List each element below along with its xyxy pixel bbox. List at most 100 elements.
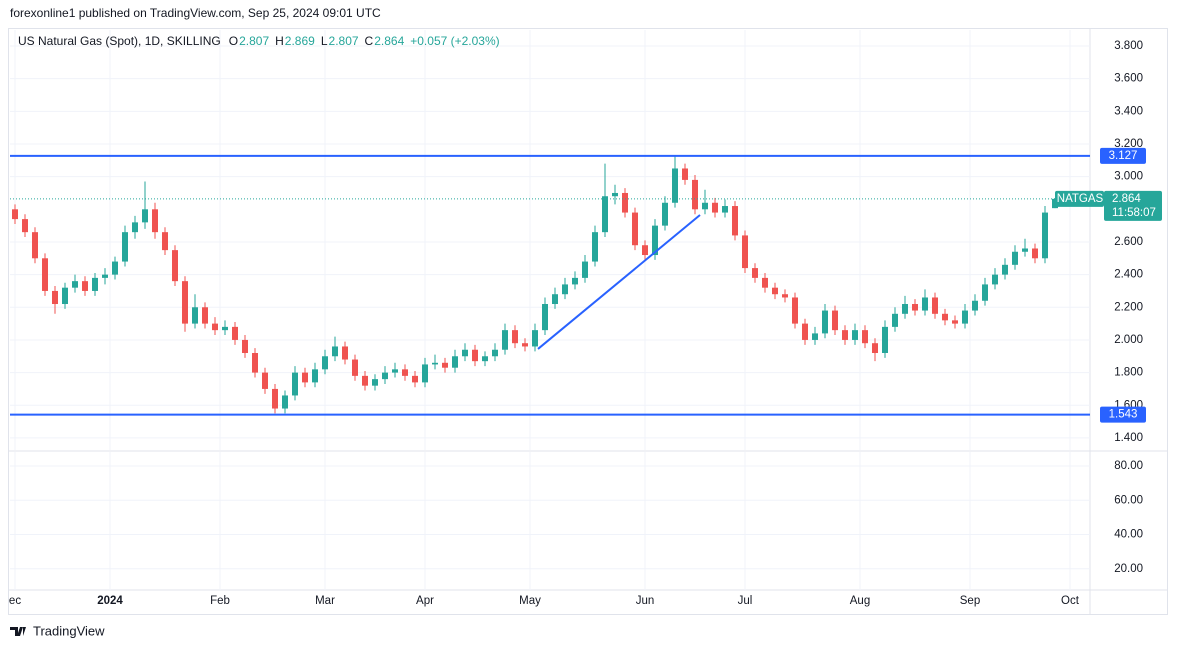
candle-body	[972, 300, 978, 311]
candle-body	[92, 277, 98, 291]
level-label: 3.127	[1109, 150, 1138, 162]
candle-body	[452, 356, 458, 368]
candle-body	[522, 343, 528, 347]
candle-body	[822, 310, 828, 334]
candle-body	[512, 330, 518, 344]
x-tick-label: Aug	[850, 595, 870, 607]
candle-body	[642, 245, 648, 256]
candle-body	[392, 369, 398, 373]
chart-frame	[8, 28, 1168, 615]
candle-body	[62, 287, 68, 305]
grid	[10, 30, 1090, 590]
legend-value: 2.807	[329, 34, 359, 48]
x-tick-label: 2024	[97, 595, 123, 607]
candle-body	[292, 372, 298, 396]
candle-body	[662, 202, 668, 226]
candle-body	[232, 326, 238, 340]
candle-body	[52, 290, 58, 305]
legend-value: 2.864	[374, 34, 404, 48]
candle-body	[852, 330, 858, 340]
candle-body	[472, 349, 478, 362]
candle-body	[162, 232, 168, 251]
candle-body	[602, 196, 608, 233]
candle-body	[352, 359, 358, 376]
candle-body	[172, 250, 178, 282]
last-price-tag	[1104, 190, 1162, 221]
candle-body	[1012, 251, 1018, 265]
candle-body	[692, 179, 698, 210]
candle-body	[592, 232, 598, 262]
candle-body	[432, 362, 438, 365]
candle-body	[1032, 248, 1038, 259]
candle-body	[922, 297, 928, 311]
candle-body	[542, 304, 548, 331]
candle-body	[552, 294, 558, 305]
logo-icon	[10, 627, 26, 636]
x-tick-label: Feb	[210, 595, 230, 607]
y-tick-label: 2.400	[1114, 269, 1143, 281]
candle-body	[962, 310, 968, 324]
candle-body	[982, 284, 988, 301]
candle-body	[402, 369, 408, 376]
candle-body	[302, 372, 308, 383]
candle-body	[422, 364, 428, 383]
y-tick-label: 3.000	[1114, 171, 1143, 183]
footer-logo: TradingView	[10, 623, 105, 638]
candle-body	[902, 304, 908, 314]
candle-body	[952, 320, 958, 324]
candle-body	[142, 209, 148, 223]
symbol-tag	[1055, 190, 1104, 207]
candle-body	[312, 369, 318, 383]
level-label: 1.543	[1109, 409, 1138, 421]
candle-body	[702, 202, 708, 210]
x-tick-label: Mar	[315, 595, 335, 607]
candle-body	[212, 323, 218, 331]
candle-body	[372, 379, 378, 386]
candle-body	[182, 281, 188, 324]
countdown-label: 11:58:07	[1112, 207, 1156, 219]
footer-brand: TradingView	[33, 623, 105, 638]
candle-body	[382, 372, 388, 380]
y2-tick-label: 80.00	[1114, 460, 1143, 472]
candle-body	[612, 192, 618, 197]
y-tick-label: 2.600	[1114, 236, 1143, 248]
candle-body	[342, 346, 348, 360]
candle-body	[332, 346, 338, 357]
candle-body	[632, 212, 638, 246]
candle-body	[42, 258, 48, 291]
candle-body	[992, 274, 998, 285]
candle-body	[572, 277, 578, 285]
candle-body	[722, 206, 728, 213]
candle-body	[502, 330, 508, 350]
candle-body	[782, 294, 788, 298]
x-tick-label: May	[519, 595, 541, 607]
last-price-label: 2.864	[1112, 193, 1141, 205]
candle-body	[412, 375, 418, 383]
y2-tick-label: 40.00	[1114, 529, 1143, 541]
candle-body	[252, 353, 258, 373]
x-tick-label: Jun	[636, 595, 655, 607]
candle-body	[802, 323, 808, 340]
symbol-label: NATGAS	[1057, 193, 1104, 205]
legend-value: 2.869	[285, 34, 315, 48]
candle-body	[492, 349, 498, 357]
candle-body	[932, 297, 938, 314]
candle-body	[942, 313, 948, 321]
candle-body	[672, 168, 678, 203]
candle-body	[892, 313, 898, 327]
legend-key: O	[229, 34, 238, 48]
candle-body	[112, 261, 118, 275]
candle-body	[532, 330, 538, 347]
candle-body	[462, 349, 468, 357]
legend-key: C	[365, 34, 374, 48]
candle-body	[272, 388, 278, 409]
candle-body	[792, 297, 798, 324]
legend: US Natural Gas (Spot), 1D, SKILLING O 2.8…	[18, 34, 500, 48]
axis-labels: ec 2024 Feb Mar Apr May Jun Jul Aug Sep Oct 3.800 3.…	[9, 40, 1162, 607]
candle-body	[1042, 212, 1048, 259]
x-tick-label: Jul	[738, 595, 753, 607]
candle-body	[282, 395, 288, 409]
legend-value: 2.807	[239, 34, 269, 48]
